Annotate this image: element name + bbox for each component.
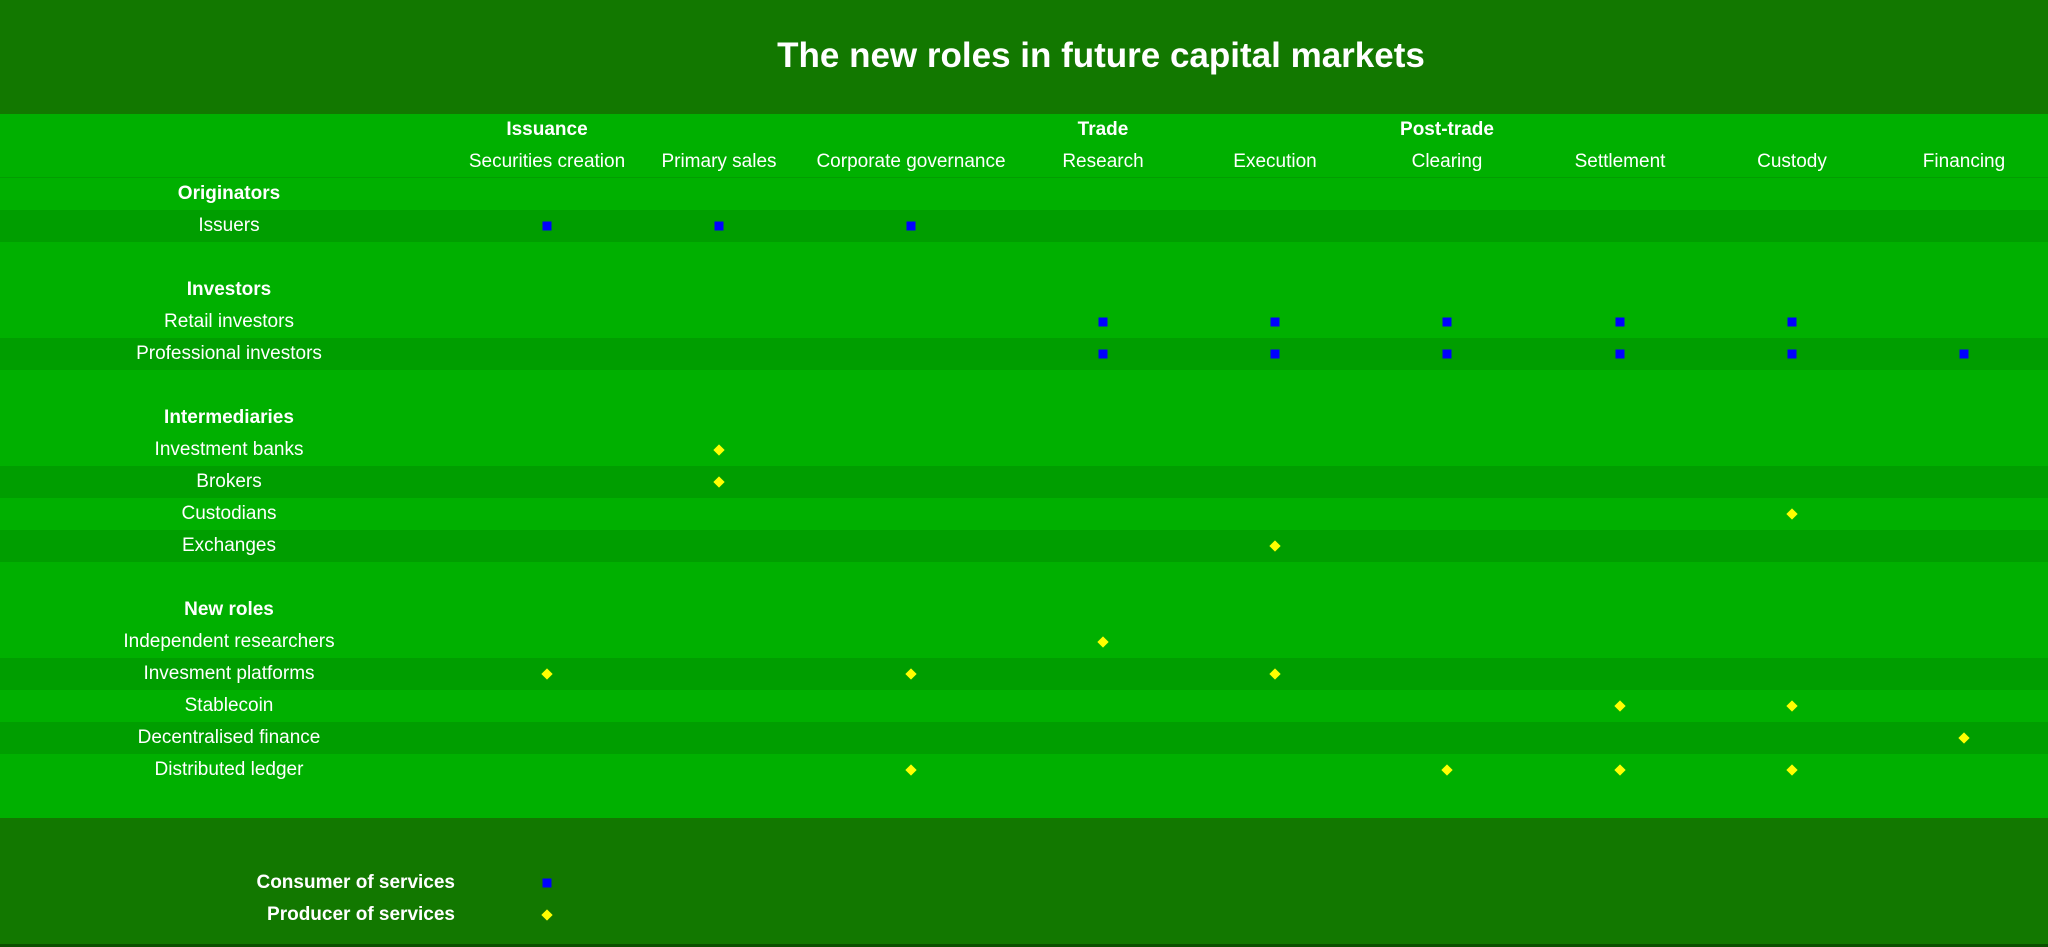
producer-marker [1269,540,1281,552]
section-label: Originators [177,183,281,204]
producer-marker [1614,764,1626,776]
consumer-marker [1615,317,1625,327]
consumer-marker [1270,349,1280,359]
row-label: Stablecoin [184,695,274,716]
matrix-row: Professional investors [0,338,2048,370]
consumer-marker [1787,349,1797,359]
consumer-marker [1098,349,1108,359]
legend: Consumer of services Producer of service… [0,818,2048,947]
matrix-row: Decentralised finance [0,722,2048,754]
row-label: Invesment platforms [143,663,315,684]
role-matrix: Issuance Trade Post-trade Securities creati… [0,114,2048,818]
legend-producer-label: Producer of services [267,904,455,925]
group-header-post-trade: Post-trade [1400,119,1494,140]
consumer-marker [714,221,724,231]
row-label: Decentralised finance [137,727,321,748]
row-label: Exchanges [181,535,277,556]
consumer-marker-icon [542,878,552,888]
spacer-row [0,786,2048,818]
producer-marker [713,476,725,488]
title-band: The new roles in future capital markets [0,0,2048,114]
producer-marker-icon [541,909,553,921]
matrix-row: Brokers [0,466,2048,498]
matrix-row: Independent researchers [0,626,2048,658]
producer-marker [1786,700,1798,712]
column-header-custody: Custody [1757,151,1827,172]
producer-marker [1786,764,1798,776]
producer-marker [905,668,917,680]
producer-marker [541,668,553,680]
row-label: Issuers [198,215,260,236]
producer-marker [1441,764,1453,776]
producer-marker [1958,732,1970,744]
legend-consumer-label: Consumer of services [256,872,455,893]
diagram-title: The new roles in future capital markets [777,36,1425,75]
header-rule [0,177,2048,178]
column-header: Issuance Trade Post-trade Securities creati… [0,114,2048,178]
consumer-marker [1615,349,1625,359]
consumer-marker [1787,317,1797,327]
section-label: New roles [184,599,274,620]
column-header-financing: Financing [1922,151,2006,172]
matrix-row: Invesment platforms [0,658,2048,690]
row-label: Distributed ledger [154,759,304,780]
legend-consumer: Consumer of services [0,867,2048,899]
consumer-marker [1959,349,1969,359]
row-label: Retail investors [164,311,294,332]
producer-marker [713,444,725,456]
consumer-marker [1270,317,1280,327]
consumer-marker [906,221,916,231]
consumer-marker [1442,317,1452,327]
section-row: Investors [0,274,2048,306]
bottom-rule [0,944,2048,947]
row-label: Investment banks [154,439,304,460]
matrix-row: Retail investors [0,306,2048,338]
matrix-row: Distributed ledger [0,754,2048,786]
column-header-securities-creation: Securities creation [468,151,626,172]
section-row: Originators [0,178,2048,210]
section-label: Investors [186,279,272,300]
row-label: Custodians [181,503,277,524]
spacer-row [0,562,2048,594]
matrix-row: Custodians [0,498,2048,530]
legend-producer: Producer of services [0,899,2048,931]
consumer-marker [1442,349,1452,359]
spacer-row [0,242,2048,274]
matrix-row: Exchanges [0,530,2048,562]
spacer-row [0,370,2048,402]
section-row: New roles [0,594,2048,626]
column-header-execution: Execution [1233,151,1317,172]
row-label: Professional investors [136,343,322,364]
row-label: Independent researchers [123,631,335,652]
section-label: Intermediaries [164,407,294,428]
producer-marker [1786,508,1798,520]
row-label: Brokers [196,471,262,492]
group-header-issuance: Issuance [506,119,588,140]
consumer-marker [1098,317,1108,327]
column-header-research: Research [1062,151,1144,172]
producer-marker [1269,668,1281,680]
producer-marker [1097,636,1109,648]
producer-marker [905,764,917,776]
section-row: Intermediaries [0,402,2048,434]
column-header-settlement: Settlement [1574,151,1666,172]
matrix-row: Issuers [0,210,2048,242]
consumer-marker [542,221,552,231]
matrix-row: Investment banks [0,434,2048,466]
producer-marker [1614,700,1626,712]
column-header-primary-sales: Primary sales [661,151,777,172]
matrix-row: Stablecoin [0,690,2048,722]
group-header-trade: Trade [1077,119,1129,140]
column-header-clearing: Clearing [1411,151,1483,172]
column-header-corporate-governance: Corporate governance [816,151,1006,172]
